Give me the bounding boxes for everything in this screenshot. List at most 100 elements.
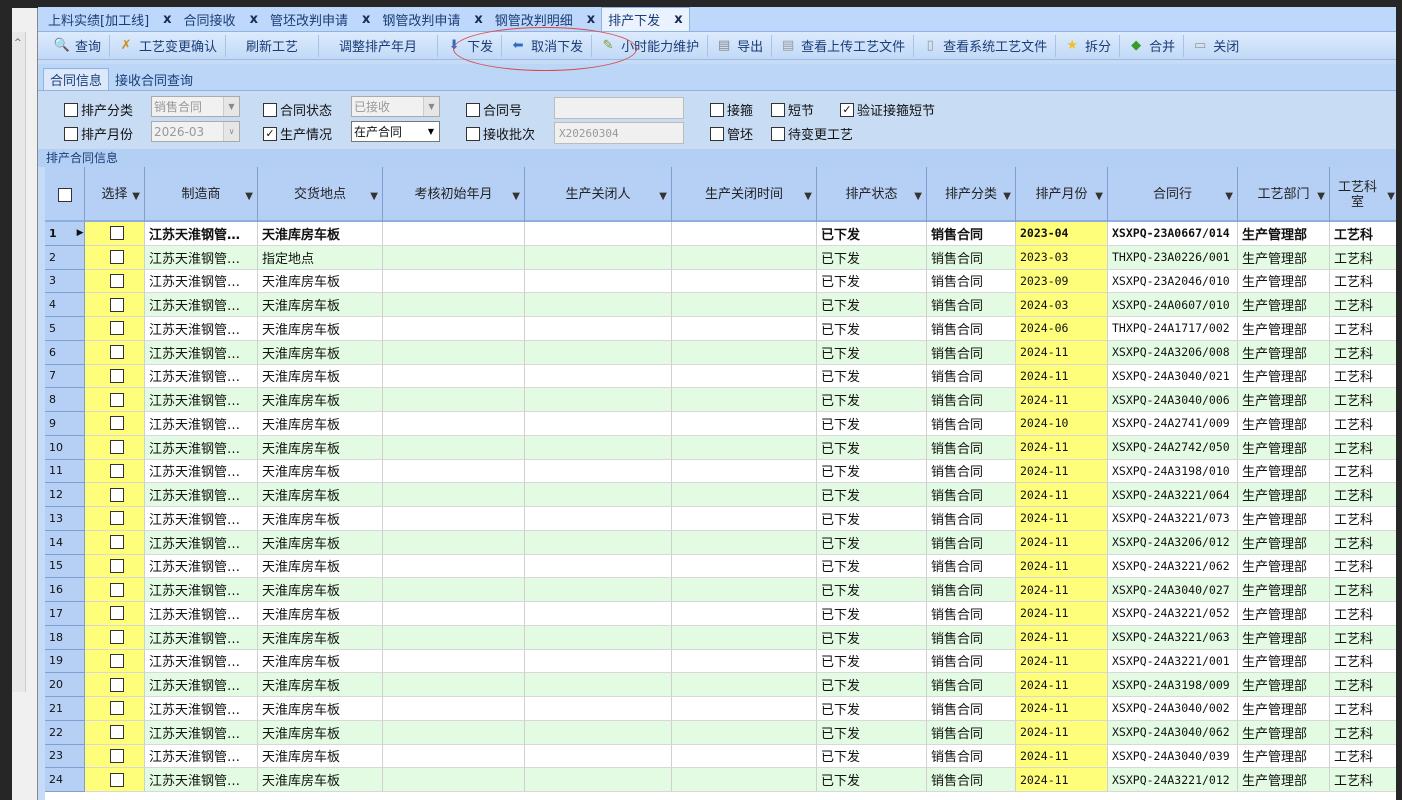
row-checkbox-cell[interactable] — [85, 720, 145, 745]
row-checkbox-cell[interactable] — [85, 340, 145, 365]
row-checkbox-cell[interactable] — [85, 649, 145, 674]
table-row[interactable]: 16 江苏天淮钢管… 天淮库房车板 已下发 销售合同 2024-11 XSXPQ-24A30… — [45, 578, 1396, 602]
filter-receive-batch[interactable]: 接收批次 — [466, 124, 535, 143]
filter-schedule-category[interactable]: 排产分类 — [64, 100, 133, 119]
filter-tube-blank[interactable]: 管坯 — [710, 124, 753, 143]
tab-3[interactable]: 钢管改判申请 x — [376, 7, 488, 31]
row-checkbox[interactable] — [109, 511, 124, 526]
filter-contract-no[interactable]: 合同号 — [466, 100, 522, 119]
checkbox[interactable] — [466, 102, 480, 117]
subtab-contract-info[interactable]: 合同信息 — [43, 68, 110, 90]
column-header[interactable]: 交货地点 ▼ — [258, 167, 383, 222]
tab-2[interactable]: 管坯改判申请 x — [264, 7, 376, 31]
column-header[interactable]: 制造商 ▼ — [145, 167, 258, 222]
table-row[interactable]: 13 江苏天淮钢管… 天淮库房车板 已下发 销售合同 2024-11 XSXPQ-24A32… — [45, 507, 1396, 531]
close-icon[interactable]: x — [474, 11, 483, 27]
row-checkbox[interactable] — [109, 250, 124, 265]
checkbox[interactable] — [64, 126, 78, 141]
row-checkbox[interactable] — [109, 392, 124, 407]
close-icon[interactable]: x — [586, 11, 596, 27]
row-checkbox[interactable] — [109, 701, 124, 716]
chevron-down-icon[interactable]: ▼ — [223, 97, 239, 116]
subtab-received-query[interactable]: 接收合同查询 — [115, 73, 194, 89]
table-row[interactable]: 19 江苏天淮钢管… 天淮库房车板 已下发 销售合同 2024-11 XSXPQ-24A32… — [45, 649, 1396, 674]
row-checkbox[interactable] — [109, 582, 124, 597]
toolbar-button-8[interactable]: ▤ 查看上传工艺文件 — [772, 34, 915, 57]
table-row[interactable]: 24 江苏天淮钢管… 天淮库房车板 已下发 销售合同 2024-11 XSXPQ-24A32… — [45, 768, 1396, 792]
filter-icon[interactable]: ▼ — [1317, 191, 1325, 202]
column-header[interactable]: 工艺部门 ▼ — [1238, 167, 1330, 222]
row-checkbox-cell[interactable] — [85, 744, 145, 769]
table-row[interactable]: 7 江苏天淮钢管… 天淮库房车板 已下发 销售合同 2024-11 XSXPQ-24A304… — [45, 364, 1396, 389]
row-checkbox[interactable] — [109, 558, 124, 573]
column-header[interactable]: 工艺科室 ▼ — [1330, 167, 1396, 222]
row-checkbox-cell[interactable] — [85, 364, 145, 389]
table-row[interactable]: 8 江苏天淮钢管… 天淮库房车板 已下发 销售合同 2024-11 XSXPQ-24A304… — [45, 388, 1396, 412]
toolbar-button-12[interactable]: ▭ 关闭 — [1184, 35, 1247, 57]
close-icon[interactable]: x — [249, 11, 258, 27]
toolbar-button-1[interactable]: ✗ 工艺变更确认 — [110, 34, 227, 57]
row-checkbox-cell[interactable] — [85, 222, 145, 246]
table-row[interactable]: 10 江苏天淮钢管… 天淮库房车板 已下发 销售合同 2024-11 XSXPQ-24A27… — [45, 435, 1396, 460]
row-checkbox[interactable] — [109, 297, 124, 312]
filter-icon[interactable]: ▼ — [370, 191, 378, 202]
row-checkbox[interactable] — [109, 772, 124, 787]
select-all-checkbox[interactable] — [57, 187, 72, 202]
checkbox[interactable]: ✓ — [840, 102, 854, 117]
tab-0[interactable]: 上料实绩[加工线] x — [42, 7, 178, 31]
row-checkbox[interactable] — [109, 463, 124, 478]
table-row[interactable]: 22 江苏天淮钢管… 天淮库房车板 已下发 销售合同 2024-11 XSXPQ-24A30… — [45, 720, 1396, 745]
filter-schedule-month[interactable]: 排产月份 — [64, 124, 133, 143]
table-row[interactable]: 12 江苏天淮钢管… 天淮库房车板 已下发 销售合同 2024-11 XSXPQ-24A32… — [45, 483, 1396, 507]
row-checkbox[interactable] — [109, 487, 124, 502]
toolbar-button-7[interactable]: ▤ 导出 — [708, 34, 773, 57]
row-checkbox[interactable] — [109, 226, 124, 241]
filter-icon[interactable]: ▼ — [132, 191, 140, 202]
close-icon[interactable]: x — [674, 12, 683, 27]
table-row[interactable]: 9 江苏天淮钢管… 天淮库房车板 已下发 销售合同 2024-10 XSXPQ-24A274… — [45, 412, 1396, 436]
column-header[interactable]: 排产月份 ▼ — [1016, 167, 1108, 222]
header-select-all[interactable] — [45, 167, 85, 222]
row-checkbox-cell[interactable] — [85, 317, 145, 341]
filter-icon[interactable]: ▼ — [659, 191, 667, 202]
filter-production-status[interactable]: ✓ 生产情况 — [263, 124, 332, 143]
row-checkbox[interactable] — [109, 630, 124, 645]
row-checkbox[interactable] — [109, 440, 124, 455]
row-checkbox-cell[interactable] — [85, 602, 145, 626]
checkbox[interactable] — [771, 126, 785, 141]
column-header[interactable]: 排产分类 ▼ — [927, 167, 1016, 222]
table-row[interactable]: 18 江苏天淮钢管… 天淮库房车板 已下发 销售合同 2024-11 XSXPQ-24A32… — [45, 625, 1396, 650]
row-checkbox-cell[interactable] — [85, 483, 145, 507]
column-header[interactable]: 排产状态 ▼ — [817, 167, 927, 222]
filter-icon[interactable]: ▼ — [1225, 191, 1233, 202]
row-checkbox-cell[interactable] — [85, 554, 145, 579]
contract-no-input[interactable] — [554, 97, 684, 119]
toolbar-button-2[interactable]: 刷新工艺 — [226, 34, 320, 57]
toolbar-button-3[interactable]: 调整排产年月 — [319, 34, 439, 57]
toolbar-button-11[interactable]: ◆ 合并 — [1120, 34, 1185, 57]
table-row[interactable]: 11 江苏天淮钢管… 天淮库房车板 已下发 销售合同 2024-11 XSXPQ-24A31… — [45, 459, 1396, 484]
filter-coupling[interactable]: 接箍 — [710, 100, 753, 119]
checkbox[interactable] — [466, 126, 480, 141]
row-checkbox[interactable] — [109, 416, 124, 431]
table-row[interactable]: 6 江苏天淮钢管… 天淮库房车板 已下发 销售合同 2024-11 XSXPQ-24A320… — [45, 340, 1396, 365]
toolbar-button-9[interactable]: ▯ 查看系统工艺文件 — [914, 34, 1057, 57]
filter-icon[interactable]: ▼ — [914, 191, 922, 202]
row-checkbox-cell[interactable] — [85, 435, 145, 460]
filter-short-joint[interactable]: 短节 — [771, 100, 814, 119]
schedule-month-select[interactable]: 2026-03 ∨ — [151, 121, 240, 142]
close-icon[interactable]: x — [361, 11, 371, 27]
chevron-down-icon[interactable]: ∨ — [223, 122, 239, 141]
table-row[interactable]: 20 江苏天淮钢管… 天淮库房车板 已下发 销售合同 2024-11 XSXPQ-24A31… — [45, 673, 1396, 697]
filter-pending-change[interactable]: 待变更工艺 — [771, 124, 853, 143]
scroll-up-icon[interactable]: ^ — [14, 38, 22, 48]
table-row[interactable]: 17 江苏天淮钢管… 天淮库房车板 已下发 销售合同 2024-11 XSXPQ-24A32… — [45, 602, 1396, 626]
row-checkbox[interactable] — [109, 535, 124, 550]
row-checkbox-cell[interactable] — [85, 697, 145, 721]
row-checkbox[interactable] — [109, 748, 124, 763]
column-header[interactable]: 合同行 ▼ — [1108, 167, 1238, 222]
checkbox[interactable] — [771, 102, 785, 117]
tab-5[interactable]: 排产下发 x — [601, 7, 690, 31]
schedule-category-select[interactable]: 销售合同 ▼ — [151, 96, 240, 117]
row-checkbox[interactable] — [109, 606, 124, 621]
